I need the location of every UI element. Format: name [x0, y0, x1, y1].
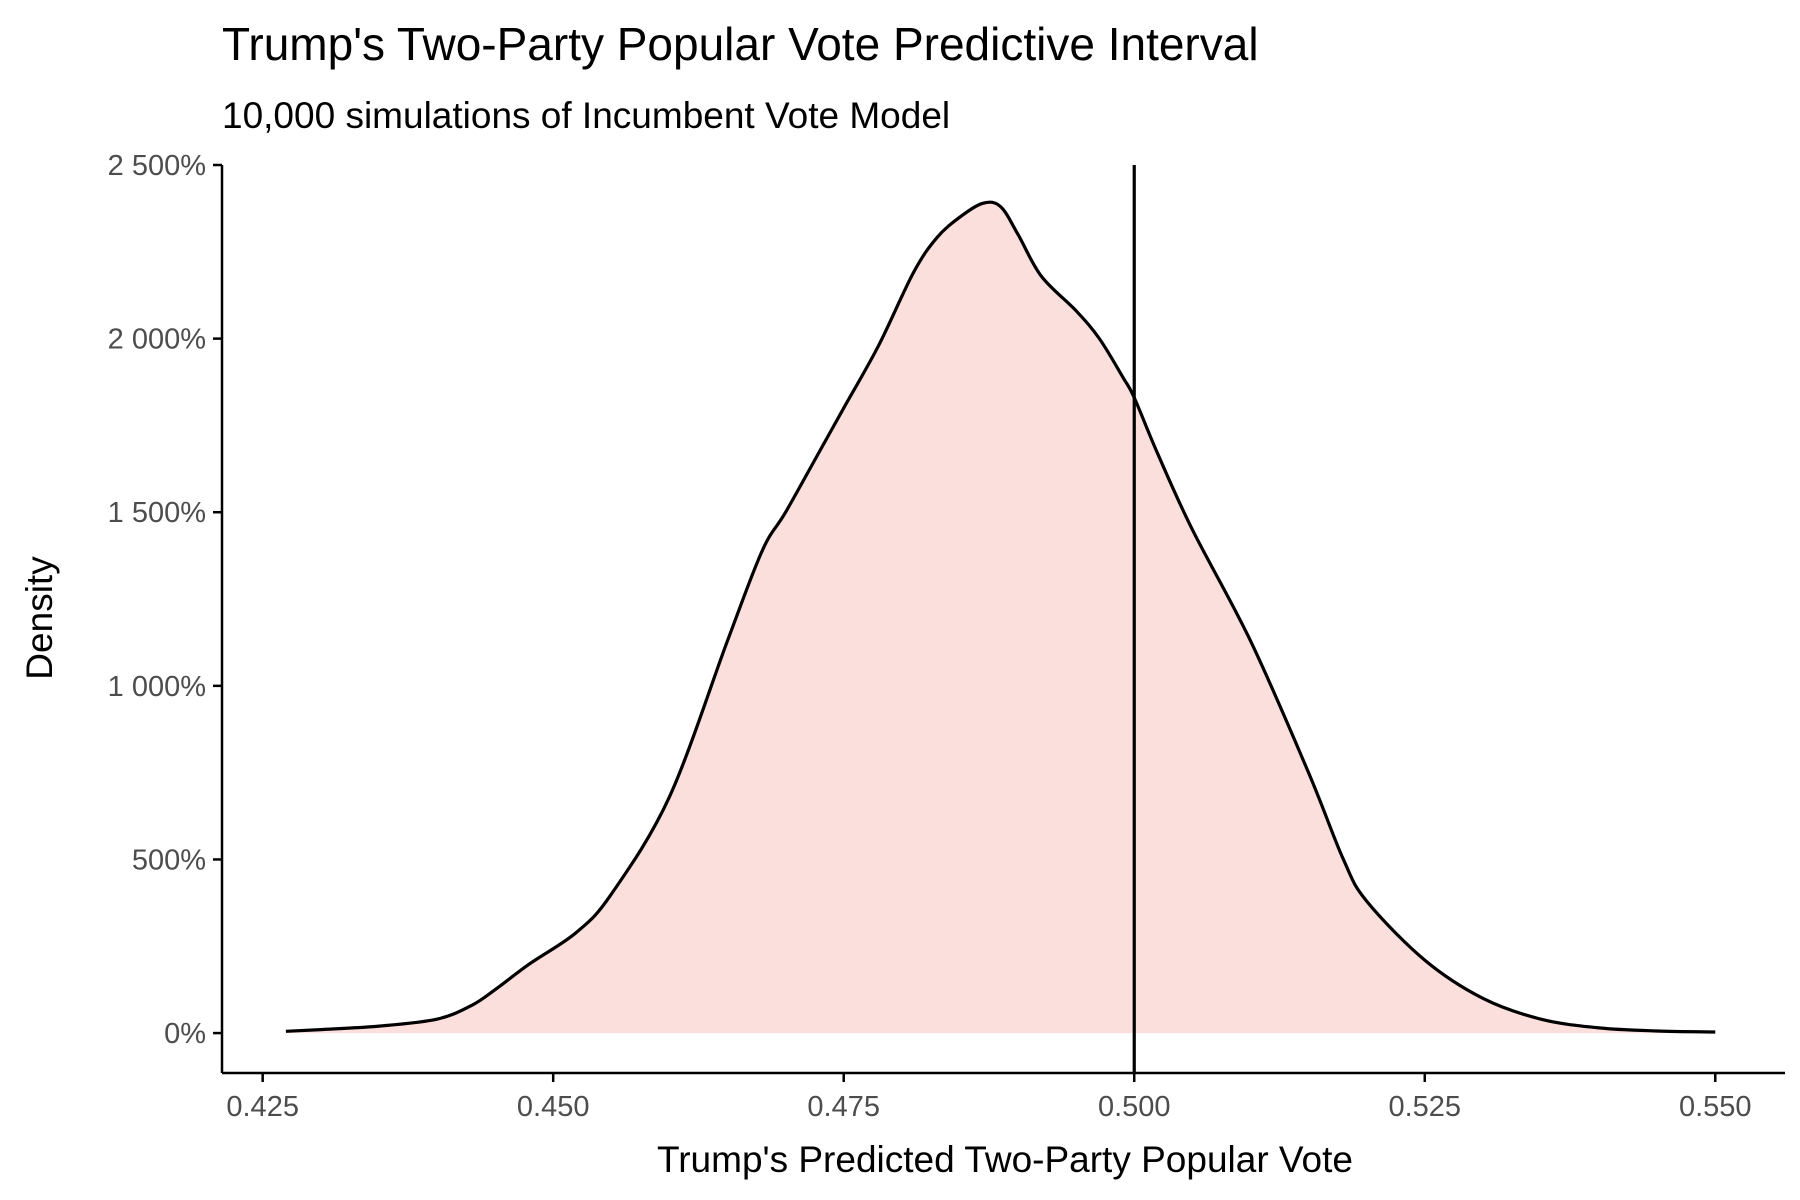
plot-area [285, 165, 1716, 1073]
x-tick-label: 0.525 [1388, 1091, 1461, 1123]
y-tick-label: 1 000% [108, 671, 206, 703]
x-tick-label: 0.475 [807, 1091, 880, 1123]
x-tick-label: 0.425 [226, 1091, 299, 1123]
chart-subtitle: 10,000 simulations of Incumbent Vote Mod… [222, 95, 950, 136]
y-tick-label: 2 000% [108, 324, 206, 356]
density-fill-area [285, 202, 1716, 1034]
y-tick-label: 1 500% [108, 497, 206, 529]
y-tick-label: 500% [132, 844, 206, 876]
y-tick-label: 0% [164, 1018, 206, 1050]
x-axis-title: Trump's Predicted Two-Party Popular Vote [657, 1139, 1353, 1180]
density-curve [285, 200, 1716, 1034]
chart-title: Trump's Two-Party Popular Vote Predictiv… [222, 18, 1259, 70]
y-axis-title: Density [19, 556, 60, 680]
axes: 0.425 0.450 0.475 0.500 0.525 0.550 0% 500% 1 00… [108, 150, 1785, 1123]
x-tick-label: 0.500 [1098, 1091, 1171, 1123]
x-tick-label: 0.450 [517, 1091, 590, 1123]
x-tick-label: 0.550 [1679, 1091, 1752, 1123]
y-tick-label: 2 500% [108, 150, 206, 182]
